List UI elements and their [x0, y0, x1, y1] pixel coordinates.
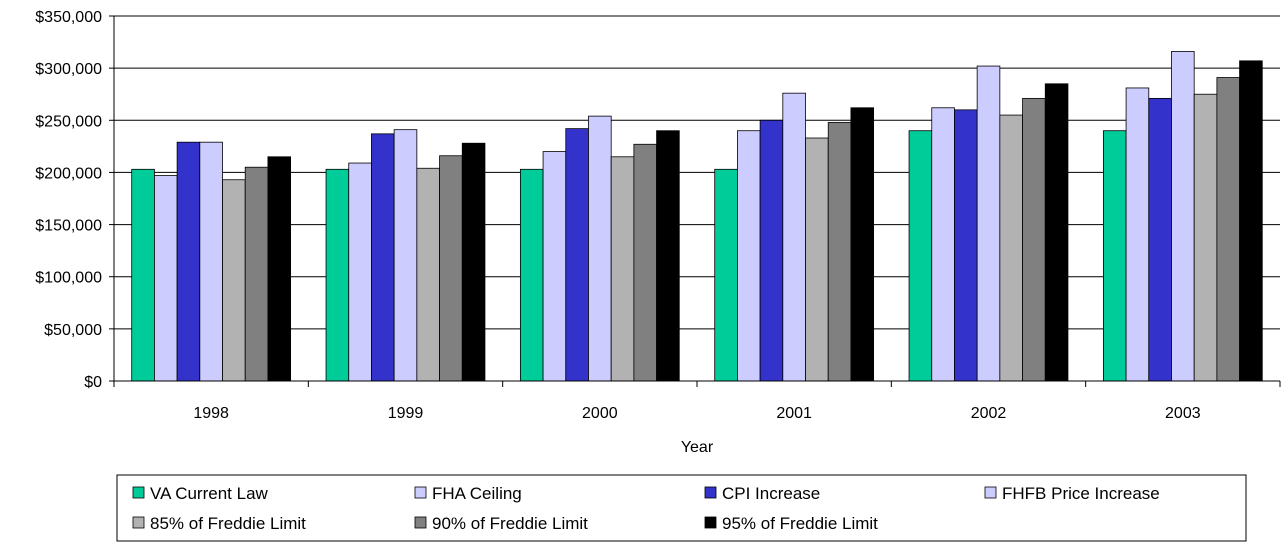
bar-2003-series-2	[1148, 97, 1172, 382]
bar-1999-series-1	[348, 162, 372, 382]
bar-2002-series-0	[908, 130, 933, 382]
x-tick-label-1999: 1999	[388, 405, 424, 422]
legend-swatch-2	[704, 486, 717, 499]
legend-label-0: VA Current Law	[150, 484, 269, 503]
bar-2001-series-4	[805, 137, 829, 382]
bars	[131, 51, 1263, 382]
bar-1999-series-2	[371, 133, 395, 382]
bar-2001-series-5	[827, 121, 852, 382]
y-tick-label: $250,000	[35, 113, 102, 130]
legend-label-6: 95% of Freddie Limit	[722, 514, 878, 533]
legend-label-3: FHFB Price Increase	[1002, 484, 1160, 503]
bar-2001-series-1	[737, 130, 761, 382]
bar-1998-series-1	[154, 175, 178, 382]
legend: VA Current Law FHA Ceiling CPI Increase FHF…	[116, 474, 1247, 542]
bar-2000-series-4	[610, 156, 635, 382]
legend-label-1: FHA Ceiling	[432, 484, 522, 503]
bar-2002-series-1	[931, 107, 955, 382]
bar-2002-series-6	[1044, 83, 1069, 382]
bar-1998-series-0	[131, 168, 155, 382]
legend-swatch-6	[704, 516, 717, 529]
bar-2002-series-4	[999, 114, 1023, 382]
bar-2001-series-0	[714, 168, 738, 382]
gridlines	[114, 15, 1280, 330]
bar-1999-series-0	[325, 168, 350, 382]
legend-box	[116, 474, 1247, 542]
legend-label-5: 90% of Freddie Limit	[432, 514, 588, 533]
bar-1998-series-2	[176, 141, 201, 382]
bar-1998-series-5	[244, 166, 269, 382]
legend-swatch-5	[414, 516, 427, 529]
bar-2003-series-4	[1193, 93, 1218, 382]
x-tick-label-2001: 2001	[776, 405, 812, 422]
bar-2003-series-0	[1102, 130, 1127, 382]
x-tick-label-2003: 2003	[1165, 405, 1201, 422]
bar-2000-series-6	[656, 130, 680, 382]
y-tick-label: $300,000	[35, 61, 102, 78]
y-tick-label: $0	[84, 374, 102, 391]
bar-2000-series-3	[588, 115, 612, 382]
bar-2003-series-3	[1171, 51, 1195, 382]
bar-2000-series-0	[519, 168, 544, 382]
y-tick-label: $50,000	[44, 322, 102, 339]
y-tick-label: $200,000	[35, 165, 102, 182]
bar-2000-series-1	[542, 151, 567, 382]
bar-2002-series-5	[1022, 97, 1046, 382]
x-tick-label-2002: 2002	[971, 405, 1007, 422]
x-tick-label-1998: 1998	[193, 405, 229, 422]
bar-1998-series-3	[199, 141, 223, 382]
x-tick-label-2000: 2000	[582, 405, 618, 422]
bar-2003-series-5	[1216, 77, 1240, 382]
y-tick-label: $150,000	[35, 218, 102, 235]
bar-2003-series-6	[1239, 60, 1263, 382]
bar-1999-series-6	[461, 142, 486, 382]
bar-1999-series-3	[393, 129, 418, 382]
bar-2000-series-5	[633, 143, 657, 382]
x-axis-title: Year	[681, 439, 714, 456]
bar-1998-series-6	[267, 156, 292, 382]
bar-1999-series-5	[439, 155, 463, 382]
axes: Year $0 $50,000 $100,000 $150,000 $200,000 $2…	[35, 9, 1281, 456]
bar-1999-series-4	[416, 167, 440, 382]
bar-2001-series-3	[782, 92, 806, 382]
bar-2002-series-3	[976, 65, 1001, 382]
legend-swatch-1	[414, 486, 427, 499]
y-tick-label: $100,000	[35, 270, 102, 287]
y-tick-label: $350,000	[35, 9, 102, 26]
bar-2003-series-1	[1125, 87, 1150, 382]
bar-1998-series-4	[222, 179, 246, 382]
bar-2001-series-2	[759, 119, 784, 382]
bar-2001-series-6	[850, 107, 875, 382]
legend-label-4: 85% of Freddie Limit	[150, 514, 306, 533]
legend-swatch-0	[132, 486, 145, 499]
legend-swatch-4	[132, 516, 145, 529]
legend-swatch-3	[984, 486, 997, 499]
bar-2000-series-2	[565, 128, 589, 382]
bar-2002-series-2	[954, 109, 978, 382]
legend-label-2: CPI Increase	[722, 484, 820, 503]
